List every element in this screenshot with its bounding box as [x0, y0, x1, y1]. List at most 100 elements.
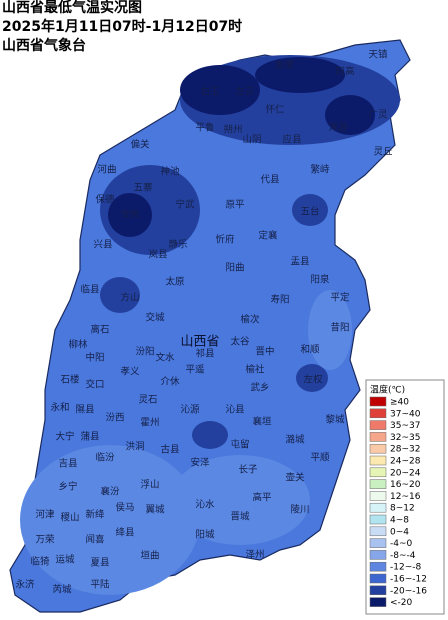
county-label: 神池 — [160, 166, 180, 178]
legend-label: -16~-12 — [390, 575, 427, 585]
county-label: 襄汾 — [100, 486, 120, 498]
county-label: 平鲁 — [195, 122, 214, 134]
county-label: 中阳 — [85, 352, 104, 364]
county-label: 沁源 — [180, 405, 200, 416]
legend-label: 0~4 — [390, 527, 409, 537]
legend-swatch — [369, 526, 387, 537]
county-label: 五台 — [300, 206, 319, 218]
legend-label: 20~24 — [390, 468, 421, 478]
legend-swatch — [369, 550, 387, 560]
county-label: 乡宁 — [58, 481, 77, 493]
county-label: 洪洞 — [125, 441, 144, 453]
legend-label: 8~12 — [390, 504, 415, 514]
legend-label: -8~-4 — [390, 551, 416, 561]
legend-label: 16~20 — [390, 480, 421, 490]
county-label: 应县 — [282, 134, 301, 146]
county-label: 天镇 — [368, 49, 388, 61]
county-label: 新荣 — [275, 60, 295, 72]
county-label: 广灵 — [368, 109, 388, 121]
county-label: 右玉 — [200, 86, 220, 98]
county-label: 柳林 — [68, 339, 88, 351]
county-label: 榆社 — [245, 364, 265, 376]
county-label: 永济 — [15, 579, 35, 591]
county-label: 怀仁 — [265, 104, 285, 116]
county-label: 平遥 — [185, 364, 205, 376]
legend-label: 32~35 — [390, 433, 420, 443]
county-label: 壶关 — [285, 472, 305, 484]
legend-swatch — [369, 573, 387, 584]
legend-swatch — [369, 561, 387, 572]
county-label: 河曲 — [97, 164, 116, 176]
county-label: 平顺 — [310, 453, 330, 464]
county-label: 汾西 — [105, 413, 124, 424]
county-label: 平定 — [330, 292, 350, 304]
county-label: 垣曲 — [140, 551, 159, 562]
county-label: 临猗 — [30, 556, 50, 568]
county-label: 晋城 — [230, 512, 250, 523]
legend-swatch — [369, 479, 387, 489]
county-label: 闻喜 — [85, 534, 105, 546]
county-label: 晋中 — [255, 346, 274, 358]
county-label: 黎城 — [325, 414, 345, 426]
legend-label: 35~37 — [390, 421, 420, 431]
legend-swatch — [369, 432, 387, 442]
legend-swatch — [369, 538, 387, 548]
legend-swatch — [369, 491, 387, 501]
county-label: 兴县 — [93, 240, 112, 251]
county-label: 定襄 — [258, 230, 278, 242]
county-label: 新绛 — [85, 509, 105, 521]
county-label: 临汾 — [95, 452, 115, 464]
county-label: 霍州 — [140, 418, 159, 429]
county-label: 古县 — [160, 444, 179, 456]
county-label: 临县 — [80, 284, 99, 296]
legend-swatch — [369, 420, 387, 430]
county-label: 祁县 — [195, 348, 214, 360]
county-label: 代县 — [260, 175, 279, 186]
county-label: 河津 — [35, 509, 55, 521]
county-label: 万荣 — [35, 534, 55, 546]
map-period: 2025年1月11日07时-1月12日07时 — [2, 18, 242, 35]
county-label: 五寨 — [133, 182, 153, 194]
county-label: 偏关 — [130, 139, 150, 151]
county-label: 盂县 — [290, 257, 309, 268]
legend-swatch — [369, 396, 387, 407]
legend-label: -12~-8 — [390, 563, 421, 573]
map-title: 山西省最低气温实况图 — [2, 0, 142, 16]
county-label: 繁峙 — [310, 164, 330, 176]
legend-title: 温度(℃) — [370, 384, 405, 396]
county-label: 离石 — [90, 324, 109, 336]
county-label: 岢岚 — [120, 210, 140, 221]
county-label: 隰县 — [75, 405, 94, 416]
county-label: 宁武 — [175, 199, 195, 211]
county-label: 大宁 — [55, 431, 74, 443]
legend-label: ≥40 — [390, 398, 409, 408]
county-label: 沁水 — [195, 499, 215, 511]
county-label: 侯马 — [115, 502, 134, 514]
county-label: 沁县 — [225, 405, 244, 416]
county-label: 保德 — [95, 194, 115, 206]
county-label: 芮城 — [52, 584, 72, 596]
county-label: 朔州 — [223, 124, 242, 136]
temperature-patches — [20, 55, 400, 595]
county-label: 襄垣 — [252, 416, 272, 428]
legend-swatch — [369, 455, 387, 466]
county-label: 夏县 — [90, 558, 109, 569]
county-label: 介休 — [160, 376, 180, 388]
county-label: 阳城 — [195, 530, 215, 541]
map-source: 山西省气象台 — [2, 37, 86, 54]
county-label: 浑源 — [328, 123, 348, 134]
county-label: 汾阳 — [135, 347, 154, 358]
legend-swatch — [369, 585, 387, 596]
county-label: 原平 — [225, 200, 245, 211]
county-label: 岚县 — [148, 250, 167, 261]
legend-label: 24~28 — [390, 457, 421, 467]
county-label: 左云 — [235, 86, 254, 98]
legend-label: 28~32 — [390, 445, 420, 455]
county-label: 永和 — [50, 402, 69, 414]
county-label: 绛县 — [115, 527, 134, 539]
legend-label: -4~0 — [390, 539, 413, 549]
legend-label: 12~16 — [390, 492, 421, 502]
